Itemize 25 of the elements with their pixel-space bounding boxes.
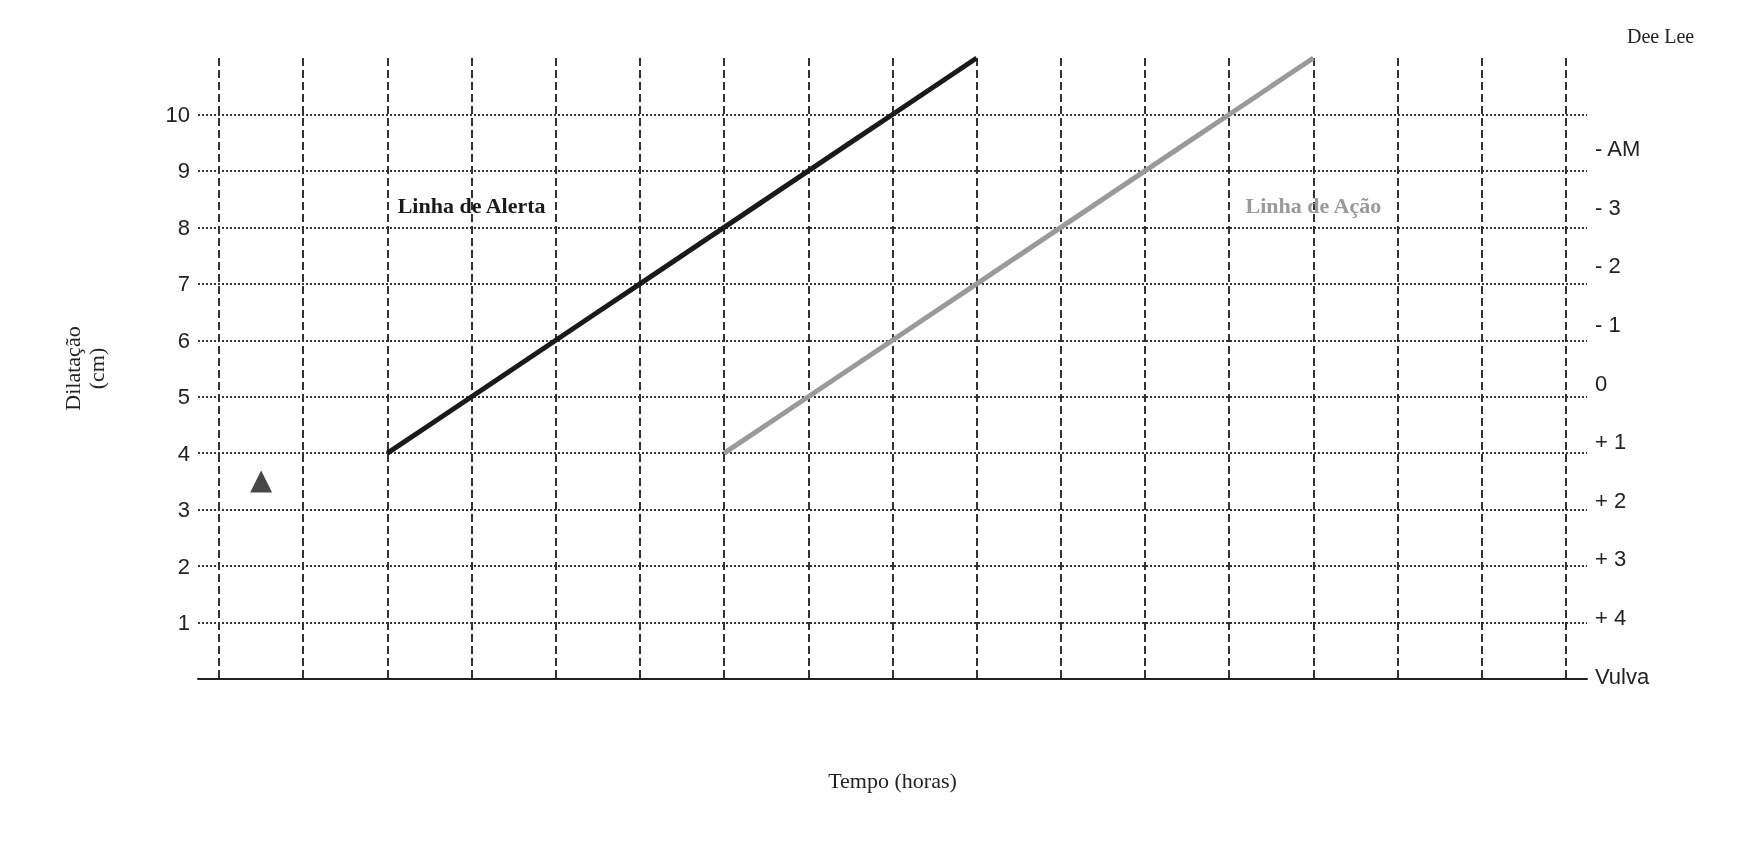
y-tick-label: 1: [177, 610, 190, 636]
y2-tick-label: + 4: [1595, 604, 1627, 630]
y2-tick-label: + 2: [1595, 487, 1627, 513]
y2-tick-label: + 1: [1595, 429, 1627, 455]
y2-tick-label: - 3: [1595, 194, 1621, 220]
y2-tick-label: Vulva: [1595, 663, 1650, 689]
y2-tick-label: + 3: [1595, 546, 1627, 572]
text: Linha de Alerta: [397, 192, 546, 218]
y-tick-label: 10: [165, 101, 190, 127]
y2-tick-label: 0: [1595, 370, 1608, 396]
y2-axis-title: Dee Lee: [1627, 25, 1695, 47]
y-axis-title: Dilatação (cm): [59, 326, 109, 411]
y2-tick-label: - 2: [1595, 253, 1621, 279]
y-tick-label: 3: [177, 497, 190, 523]
y-tick-label: 6: [177, 327, 190, 353]
y-tick-label: 8: [177, 214, 190, 240]
y-tick-label: 2: [177, 553, 190, 579]
y-tick-label: 5: [177, 384, 190, 410]
text: Linha de Ação: [1245, 192, 1382, 218]
y-tick-label: 9: [177, 158, 190, 184]
y-tick-label: 4: [177, 440, 190, 466]
y2-tick-label: - AM: [1595, 136, 1641, 162]
x-axis-title: Tempo (horas): [828, 767, 957, 793]
y2-tick-label: - 1: [1595, 312, 1621, 338]
y-tick-label: 7: [177, 271, 190, 297]
